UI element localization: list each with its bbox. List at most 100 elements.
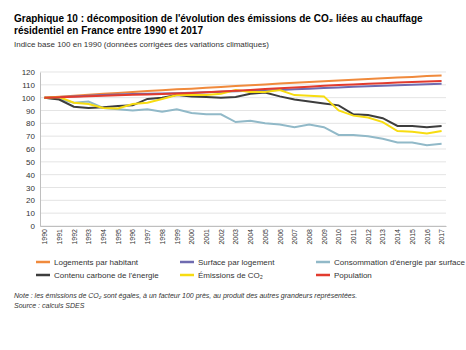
x-tick-label: 1992 (71, 229, 78, 245)
x-tick: 2007 (291, 226, 298, 245)
x-tick-label: 2007 (291, 229, 298, 245)
x-tick: 2000 (188, 226, 195, 245)
x-tick-label: 2012 (365, 229, 372, 245)
legend-swatch (180, 261, 194, 264)
legend-swatch (180, 274, 194, 277)
x-tick-label: 2004 (247, 229, 254, 245)
x-tick: 2017 (438, 226, 445, 245)
grid-line (40, 136, 446, 137)
x-tick-label: 2016 (424, 229, 431, 245)
x-tick: 1991 (56, 226, 63, 245)
x-tick-label: 1993 (85, 229, 92, 245)
x-tick: 2001 (203, 226, 210, 245)
y-tick: 40 (26, 171, 40, 180)
x-axis: 1990 1991 1992 1993 1994 1995 1996 1997 1998 1999… (41, 226, 447, 245)
x-tick-label: 1995 (115, 229, 122, 245)
legend-item: Logements par habitant (36, 258, 139, 267)
legend: Logements par habitant Surface par logeme… (36, 258, 465, 280)
legend-item: Population (316, 271, 372, 280)
legend-label: Consommation d'énergie par surface (334, 258, 465, 267)
x-tick-label: 2009 (321, 229, 328, 245)
y-tick: 10 (26, 209, 40, 218)
x-tick: 1995 (115, 226, 122, 245)
x-tick-label: 2010 (335, 229, 342, 245)
legend-swatch (36, 261, 50, 264)
y-tick-label: 70 (26, 132, 35, 141)
legend-item: Consommation d'énergie par surface (316, 258, 465, 267)
source: Source : calculs SDES (14, 302, 85, 309)
x-tick: 2004 (247, 226, 254, 245)
y-tick-label: 110 (22, 81, 35, 90)
x-tick-label: 2015 (409, 229, 416, 245)
y-tick: 50 (26, 158, 40, 167)
y-tick: 20 (26, 196, 40, 205)
y-tick-label: 10 (26, 209, 35, 218)
legend-label: Surface par logement (198, 258, 275, 267)
x-tick-label: 2008 (306, 229, 313, 245)
x-tick-label: 1998 (159, 229, 166, 245)
y-tick: 60 (26, 145, 40, 154)
x-tick-label: 2017 (438, 229, 445, 245)
y-tick: 30 (26, 184, 40, 193)
lines (44, 76, 441, 146)
note: Note : les émissions de CO₂ sont égales,… (14, 292, 357, 300)
x-tick-label: 2000 (188, 229, 195, 245)
subtitle: Indice base 100 en 1990 (données corrigé… (14, 40, 269, 49)
x-tick: 1992 (71, 226, 78, 245)
title-line: résidentiel en France entre 1990 et 2017 (14, 25, 203, 36)
grid-line (40, 226, 446, 227)
x-tick-label: 2014 (394, 229, 401, 245)
grid-line (40, 149, 446, 150)
legend-swatch (316, 274, 330, 277)
grid-line (40, 213, 446, 214)
y-axis: 0 10 20 30 40 50 60 70 80 90 100 110 120 (22, 68, 41, 231)
x-tick: 2015 (409, 226, 416, 245)
legend-label: Émissions de CO₂ (198, 271, 263, 280)
x-tick: 2005 (262, 226, 269, 245)
y-tick-label: 80 (26, 119, 35, 128)
y-tick: 110 (22, 81, 40, 90)
legend-item: Surface par logement (180, 258, 275, 267)
x-axis-line (41, 226, 447, 227)
title: Graphique 10 : décomposition de l'évolut… (14, 13, 423, 36)
x-tick-label: 1997 (144, 229, 151, 245)
x-tick-label: 1996 (129, 229, 136, 245)
x-tick-label: 2001 (203, 229, 210, 245)
series-line (44, 81, 441, 98)
y-tick-label: 50 (26, 158, 35, 167)
y-tick: 90 (26, 107, 40, 116)
x-tick: 1994 (100, 226, 107, 245)
legend-swatch (316, 261, 330, 264)
x-tick: 1993 (85, 226, 92, 245)
x-tick-label: 2002 (218, 229, 225, 245)
x-tick: 2012 (365, 226, 372, 245)
x-tick: 2016 (424, 226, 431, 245)
y-tick: 100 (22, 94, 40, 103)
grid-line (40, 200, 446, 201)
y-tick: 0 (31, 222, 40, 231)
y-tick: 70 (26, 132, 40, 141)
grid-line (40, 174, 446, 175)
x-tick-label: 1999 (174, 229, 181, 245)
y-tick-label: 30 (26, 184, 35, 193)
y-axis-line (40, 73, 41, 227)
x-tick-label: 2005 (262, 229, 269, 245)
y-tick-label: 120 (22, 68, 36, 77)
x-tick-label: 2013 (379, 229, 386, 245)
x-tick: 2003 (232, 226, 239, 245)
x-tick-label: 2003 (232, 229, 239, 245)
x-tick: 1990 (41, 226, 48, 245)
y-tick-label: 20 (26, 196, 35, 205)
x-tick-label: 1990 (41, 229, 48, 245)
legend-label: Population (334, 271, 372, 280)
grid-line (40, 72, 446, 73)
legend-swatch (36, 274, 50, 277)
x-tick: 2011 (350, 226, 357, 244)
x-tick-label: 1991 (56, 229, 63, 245)
series-line (44, 76, 441, 98)
x-tick: 2006 (277, 226, 284, 245)
x-tick: 2008 (306, 226, 313, 245)
y-tick-label: 100 (22, 94, 36, 103)
grid-line (40, 97, 446, 98)
x-tick: 2002 (218, 226, 225, 245)
